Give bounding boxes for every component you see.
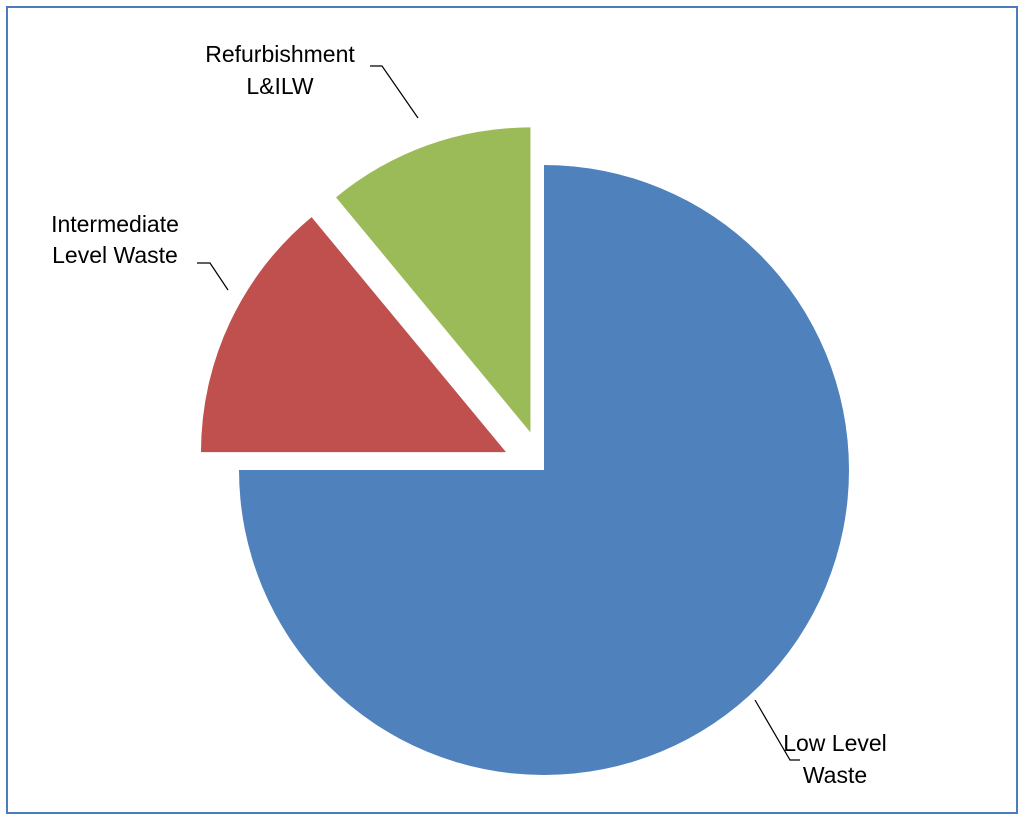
leader-line — [197, 262, 229, 291]
slice-labels: Low Level Waste Intermediate Level Waste Ref… — [51, 41, 887, 788]
slice-label: Refurbishment — [205, 41, 355, 67]
pie-slices — [200, 127, 849, 775]
slice-label: Low Level — [783, 730, 887, 756]
slice-label: Intermediate — [51, 211, 179, 237]
pie-slice-intermediate-level-waste — [200, 217, 506, 453]
slice-label: Waste — [803, 762, 867, 788]
slice-label: Level Waste — [52, 242, 178, 268]
pie-slice-low-level-waste — [239, 165, 849, 775]
leader-line — [754, 699, 800, 761]
leader-line — [370, 65, 419, 119]
leader-lines — [197, 65, 800, 761]
slice-label: L&ILW — [246, 73, 314, 99]
pie-slice-refurbishment-l-ilw — [336, 127, 531, 433]
